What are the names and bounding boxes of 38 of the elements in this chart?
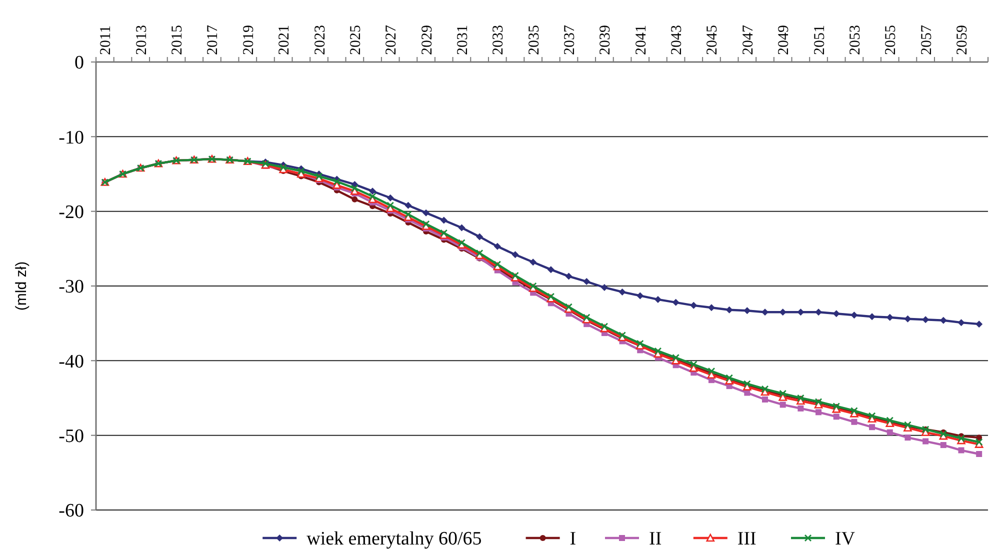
legend-label: II — [649, 528, 662, 550]
x-tick-label: 2021 — [276, 25, 293, 55]
x-tick-label: 2041 — [633, 25, 650, 55]
x-tick-label: 2051 — [812, 25, 828, 55]
x-tick-label: 2033 — [490, 25, 507, 55]
y-axis-title: (mld zł) — [13, 261, 30, 311]
y-tick-label: -40 — [58, 351, 84, 372]
x-tick-label: 2013 — [134, 25, 150, 55]
x-tick-label: 2029 — [419, 25, 436, 55]
y-tick-label: -60 — [58, 500, 84, 522]
legend-label: III — [737, 528, 756, 550]
x-tick-label: 2011 — [98, 26, 114, 55]
x-tick-label: 2045 — [704, 25, 721, 55]
y-tick-label: -30 — [58, 276, 84, 298]
legend-label: wiek emerytalny 60/65 — [306, 528, 482, 550]
x-tick-label: 2057 — [918, 24, 935, 55]
x-tick-label: 2035 — [526, 25, 542, 55]
y-tick-label: 0 — [74, 52, 84, 74]
x-tick-label: 2047 — [740, 24, 756, 55]
x-tick-label: 2015 — [170, 25, 186, 55]
y-tick-label: -20 — [58, 202, 84, 223]
x-tick-label: 2019 — [240, 25, 257, 55]
x-tick-label: 2025 — [348, 25, 364, 55]
x-tick-label: 2037 — [562, 24, 578, 55]
x-tick-label: 2059 — [954, 25, 970, 55]
y-tick-label: -50 — [58, 426, 84, 447]
x-tick-label: 2023 — [312, 25, 328, 55]
legend-label: IV — [835, 528, 856, 550]
x-tick-label: 2031 — [454, 25, 471, 55]
x-tick-label: 2049 — [776, 25, 792, 55]
y-tick-label: -10 — [58, 127, 84, 148]
x-tick-label: 2017 — [205, 24, 222, 55]
x-tick-label: 2055 — [883, 25, 900, 55]
x-tick-label: 2039 — [598, 25, 614, 55]
x-tick-label: 2043 — [669, 25, 686, 55]
x-tick-label: 2053 — [847, 25, 864, 55]
legend-label: I — [570, 528, 576, 550]
x-tick-label: 2027 — [384, 24, 400, 55]
